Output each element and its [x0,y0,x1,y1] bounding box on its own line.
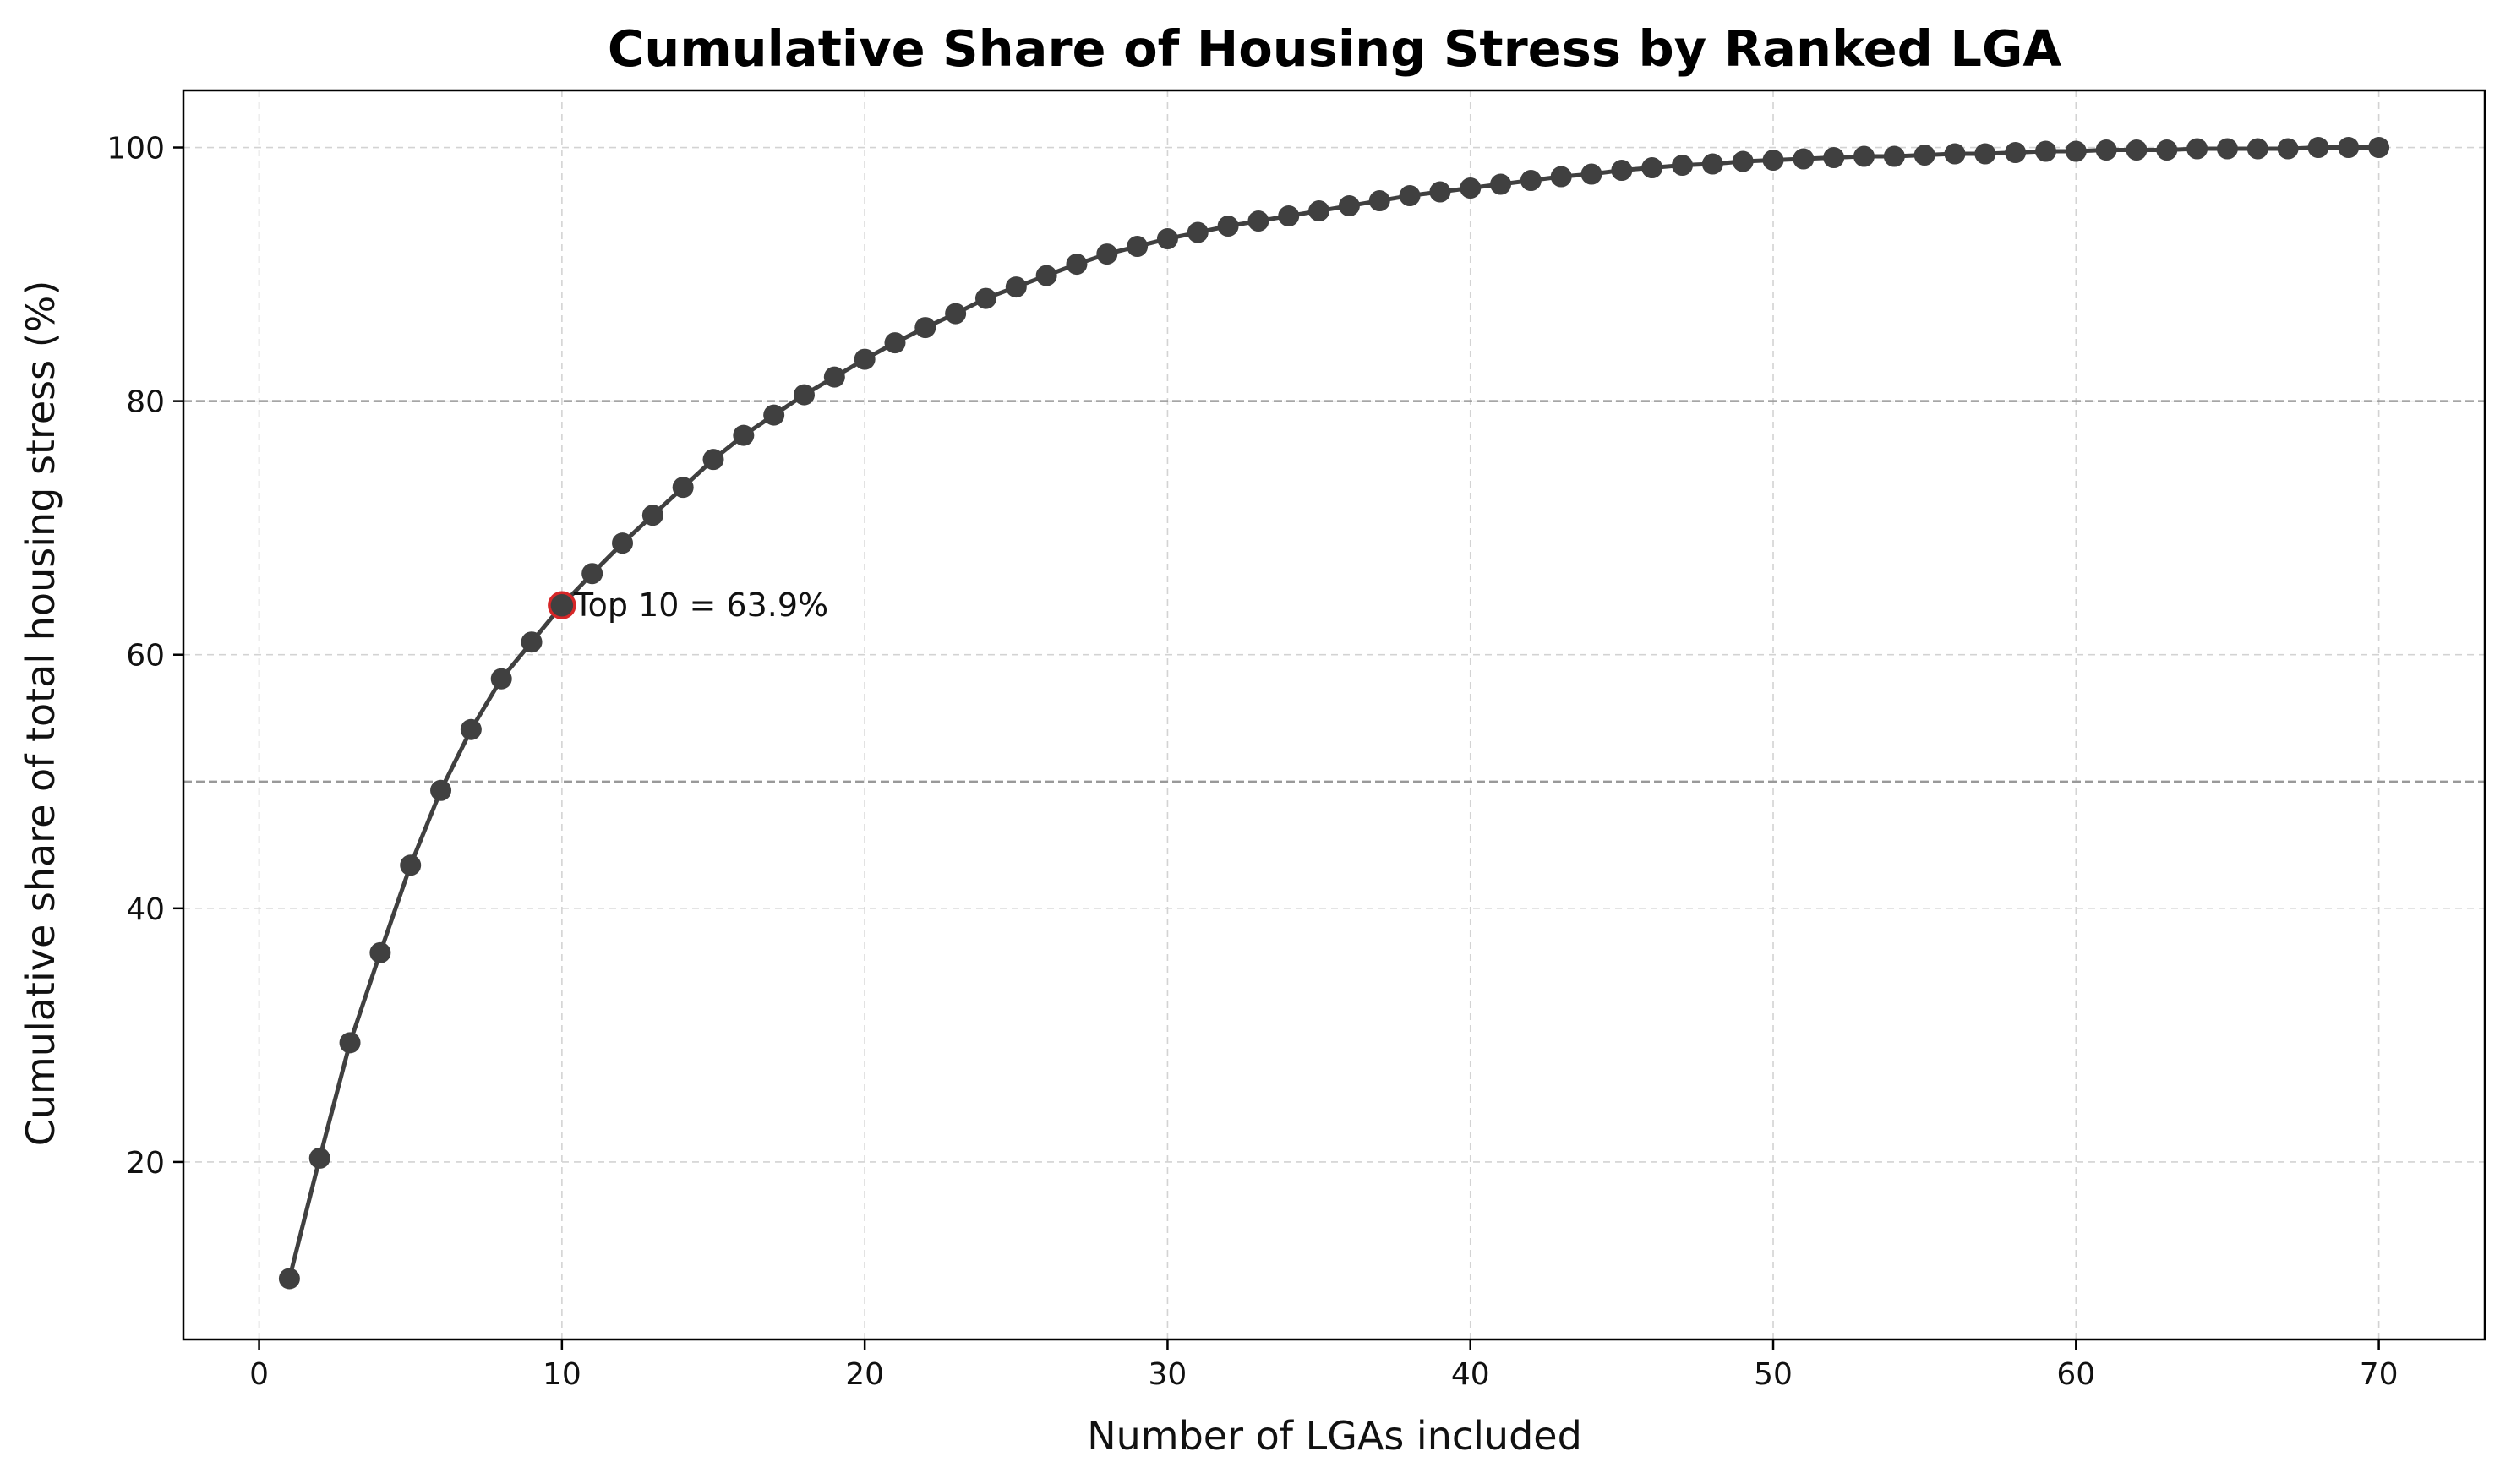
highlight-annotation: Top 10 = 63.9% [573,587,828,624]
x-tick-label: 0 [249,1357,269,1392]
data-point [1974,143,1996,165]
data-point [2034,140,2056,162]
data-point [1308,200,1330,222]
data-point [1611,160,1633,182]
data-point [1672,155,1694,177]
data-point [1732,150,1754,172]
data-point [2216,138,2238,160]
data-point [1460,177,1482,199]
data-point [1580,163,1602,185]
data-point [1520,170,1542,192]
data-point [1490,173,1512,195]
data-point [763,404,785,426]
data-point [308,1147,330,1169]
data-point [914,317,936,339]
data-point [1247,210,1269,232]
data-point [1035,265,1057,286]
data-point [1944,143,1966,165]
data-point [612,532,634,554]
y-tick-label: 60 [126,639,165,674]
data-point [1156,228,1178,250]
data-point [1701,153,1723,175]
data-point [945,303,967,325]
data-point [2368,137,2390,159]
data-point [1641,157,1663,179]
data-point [521,631,543,653]
x-tick-label: 20 [845,1357,884,1392]
y-tick-label: 40 [126,892,165,927]
data-point [733,424,755,446]
data-point [823,366,845,388]
tick-layer: 0 10 20 30 40 50 60 70 20 40 60 80 100 [106,132,2398,1392]
x-tick-label: 70 [2360,1357,2399,1392]
data-point [2065,140,2087,162]
data-point [1368,190,1390,212]
data-point [460,718,482,740]
data-point [2126,139,2148,161]
data-point [2095,139,2117,161]
series-layer [278,137,2390,1290]
annotation-layer: Top 10 = 63.9% [548,587,828,624]
data-point [854,348,876,370]
data-point [1883,145,1905,167]
data-point [430,779,452,801]
data-point [974,287,996,309]
reference-lines [183,400,2485,783]
data-point [2338,137,2360,159]
data-point [490,668,512,690]
data-point [1217,216,1239,237]
data-point [1127,236,1149,258]
series-line [287,145,2379,1279]
data-point [1853,145,1875,167]
data-point [2307,137,2329,159]
y-axis-title: Cumulative share of total housing stress… [18,281,63,1147]
data-point [1793,148,1815,170]
data-point [2156,139,2178,161]
data-point [1429,181,1451,203]
y-tick-label: 20 [126,1146,165,1181]
data-point [1550,166,1572,188]
x-tick-label: 60 [2056,1357,2095,1392]
data-point [1913,145,1935,166]
highlight-point [548,591,576,619]
data-point [1066,254,1088,276]
data-point [672,477,694,499]
data-point [1399,185,1421,207]
x-tick-label: 30 [1149,1357,1187,1392]
x-tick-label: 10 [543,1357,581,1392]
chart-title: Cumulative Share of Housing Stress by Ra… [608,19,2062,78]
data-point [1823,147,1845,169]
data-point [884,332,906,354]
y-tick-label: 80 [126,385,165,420]
data-point [339,1032,361,1054]
data-point [1338,195,1360,217]
x-tick-label: 50 [1754,1357,1793,1392]
data-point [1762,150,1784,172]
data-point [581,563,603,585]
data-point [2186,138,2208,160]
y-tick-label: 100 [106,132,165,166]
data-point [1278,205,1300,227]
data-point [369,941,391,963]
plot-frame [182,89,2486,1341]
data-point [400,854,422,876]
x-axis-title: Number of LGAs included [1087,1413,1582,1459]
data-point [793,384,815,406]
x-tick-label: 40 [1451,1357,1490,1392]
data-point [2277,138,2299,160]
data-point [702,449,724,471]
data-point [641,505,663,526]
data-point [278,1268,300,1290]
data-point [1187,221,1209,243]
data-point [2005,142,2027,164]
data-point [1096,243,1118,265]
data-point [1005,276,1027,298]
data-point [2246,138,2268,160]
